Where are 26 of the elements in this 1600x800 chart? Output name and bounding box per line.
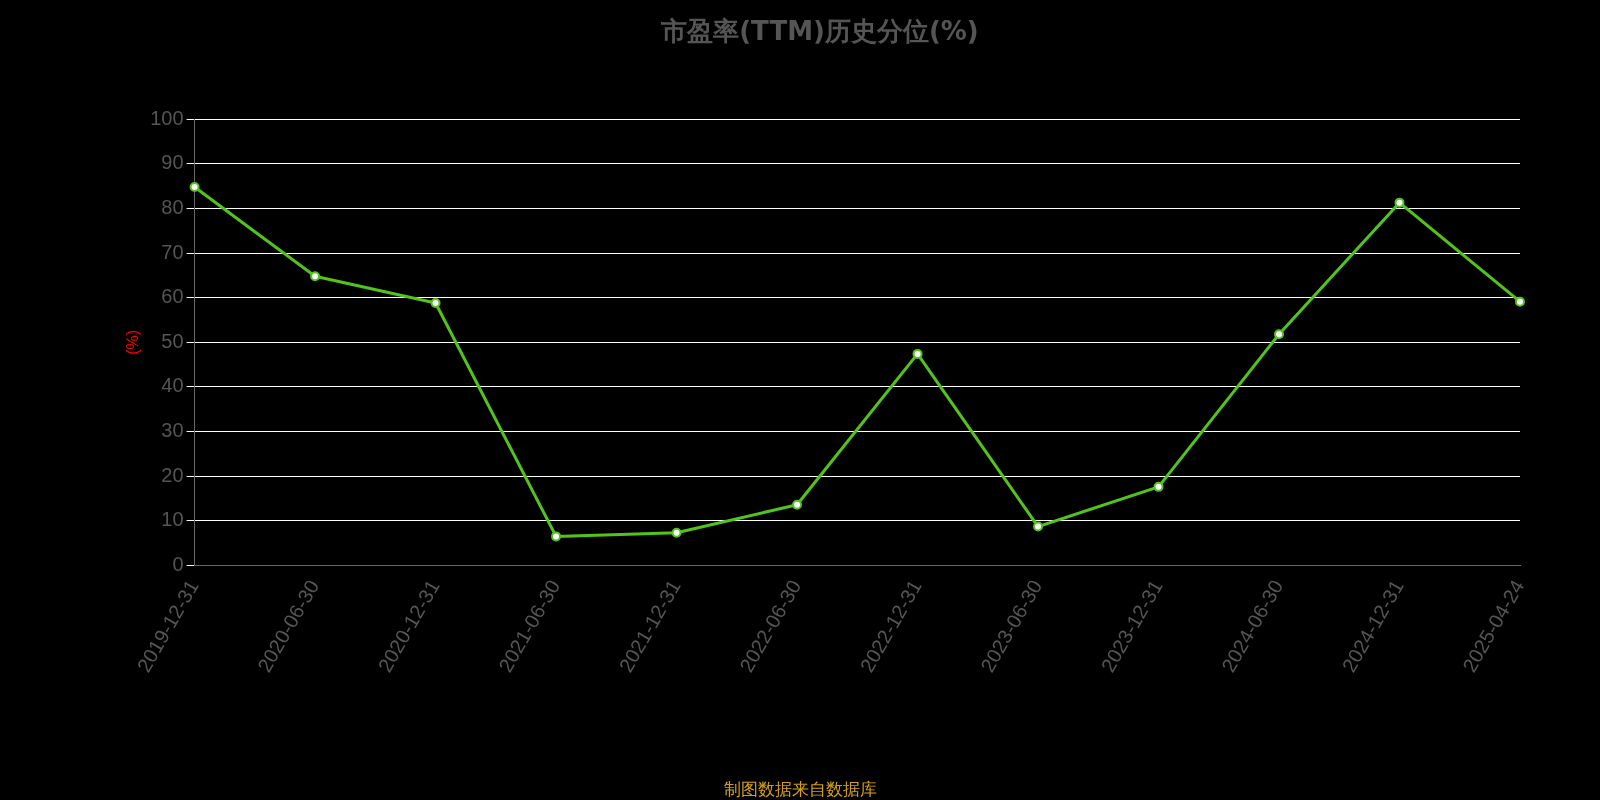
point xyxy=(1033,521,1044,532)
y-tick-label: 10 xyxy=(161,508,184,531)
chart-title: 市盈率(TTM)历史分位(%) xyxy=(660,16,979,47)
point xyxy=(1394,197,1405,208)
point xyxy=(430,298,441,309)
y-axis-title: (%) xyxy=(124,329,142,355)
point xyxy=(1153,481,1164,492)
point xyxy=(1274,329,1285,340)
point xyxy=(671,527,682,538)
y-tick-label: 20 xyxy=(161,463,184,486)
y-tick-label: 30 xyxy=(161,419,184,442)
y-tick-label: 50 xyxy=(161,329,184,352)
y-tick-label: 60 xyxy=(161,285,184,308)
y-tick-label: 70 xyxy=(161,240,184,263)
point xyxy=(310,271,321,282)
y-tick-label: 90 xyxy=(161,151,184,174)
text: 制图数据来自数据库 xyxy=(722,778,878,800)
point xyxy=(792,499,803,510)
point xyxy=(551,531,562,542)
y-tick-label: 40 xyxy=(161,374,184,397)
y-tick-label: 0 xyxy=(172,552,184,575)
y-tick-label: 80 xyxy=(161,195,184,218)
point xyxy=(1515,296,1525,307)
point xyxy=(912,348,923,359)
y-tick-label: 100 xyxy=(150,106,184,129)
point xyxy=(189,182,200,193)
